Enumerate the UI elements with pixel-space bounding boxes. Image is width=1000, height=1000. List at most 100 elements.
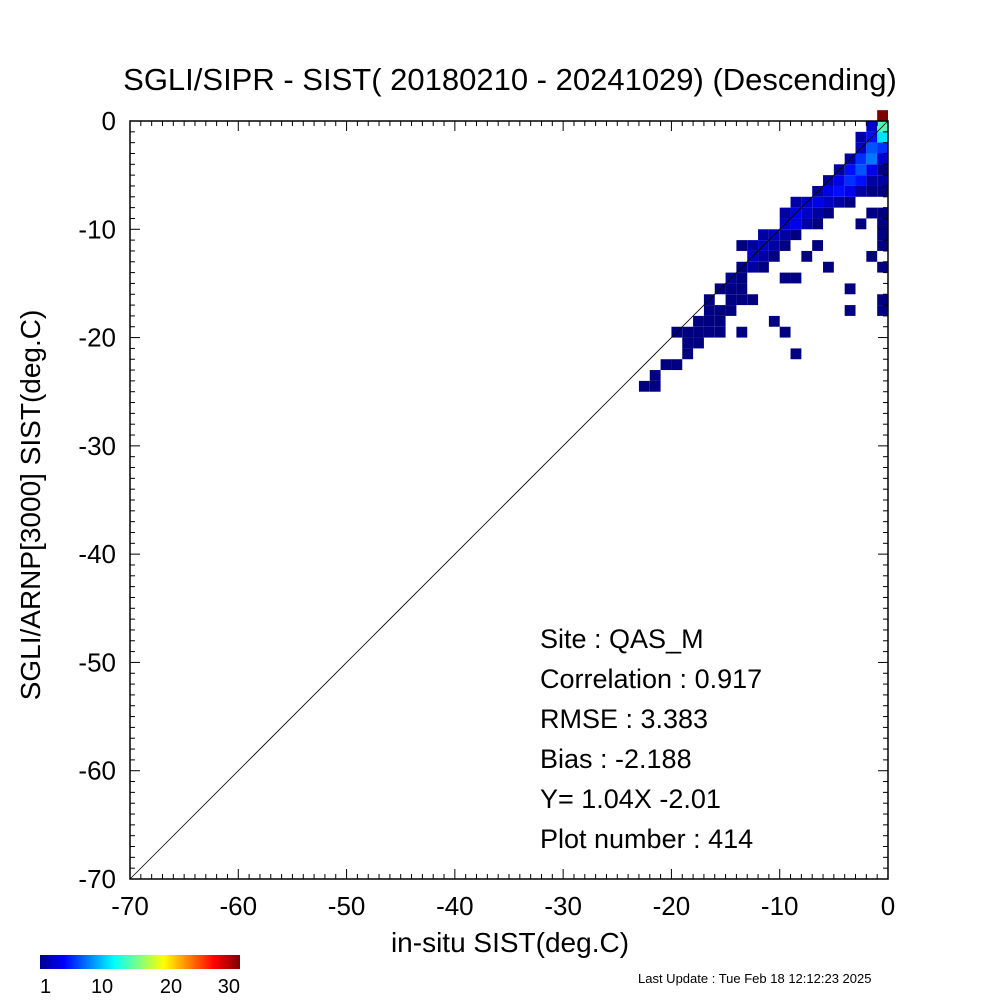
heatmap-bin bbox=[844, 305, 856, 316]
heatmap-bin bbox=[877, 229, 888, 241]
heatmap-bin bbox=[638, 380, 650, 392]
heatmap-bin bbox=[877, 131, 888, 143]
heatmap-bin bbox=[736, 294, 748, 306]
heatmap-bin bbox=[725, 305, 737, 316]
heatmap-bin bbox=[758, 261, 769, 273]
heatmap-bin bbox=[703, 326, 715, 338]
heatmap-bin bbox=[714, 305, 726, 316]
heatmap-bin bbox=[823, 196, 834, 208]
heatmap-bin bbox=[758, 229, 769, 241]
stat-correlation: Correlation : 0.917 bbox=[540, 664, 762, 694]
heatmap-bin bbox=[779, 229, 791, 241]
heatmap-bin bbox=[877, 218, 888, 230]
heatmap-bin bbox=[682, 348, 694, 360]
heatmap-bin bbox=[714, 315, 726, 327]
stat-site: Site : QAS_M bbox=[540, 624, 704, 654]
one-to-one-line bbox=[129, 120, 889, 880]
colorbar-labels: 1 10 20 30 bbox=[40, 976, 240, 998]
x-tick-label: -60 bbox=[219, 891, 257, 921]
x-axis-title: in-situ SIST(deg.C) bbox=[391, 927, 629, 958]
colorbar bbox=[40, 955, 240, 969]
heatmap-bin bbox=[877, 153, 888, 165]
heatmap-bin bbox=[725, 283, 737, 295]
heatmap-bin bbox=[660, 359, 672, 371]
heatmap-bin bbox=[714, 326, 726, 338]
heatmap-bin bbox=[877, 175, 888, 186]
colorbar-tick-label: 20 bbox=[160, 976, 182, 998]
heatmap-bin bbox=[801, 218, 813, 230]
heatmap-bin bbox=[877, 240, 888, 251]
colorbar-tick-label: 1 bbox=[40, 976, 51, 998]
heatmap-bin bbox=[844, 164, 856, 176]
colorbar-tick-label: 10 bbox=[91, 976, 113, 998]
heatmap-bin bbox=[693, 326, 704, 338]
y-tick-label: 0 bbox=[102, 106, 116, 136]
axis-ticks bbox=[129, 120, 889, 880]
last-update-text: Last Update : Tue Feb 18 12:12:23 2025 bbox=[638, 971, 871, 986]
heatmap-bin bbox=[790, 229, 802, 241]
heatmap-bin bbox=[877, 110, 888, 121]
heatmap-bin bbox=[812, 196, 824, 208]
heatmap-bin bbox=[877, 261, 888, 273]
heatmap-bin bbox=[725, 294, 737, 306]
heatmap-bin bbox=[877, 294, 888, 306]
x-tick-label: -70 bbox=[111, 891, 149, 921]
y-tick-label: -30 bbox=[78, 431, 116, 461]
heatmap-bin bbox=[823, 207, 834, 219]
heatmap-bin bbox=[866, 121, 878, 132]
heatmap-bin bbox=[823, 185, 834, 197]
heatmap-bin bbox=[844, 196, 856, 208]
heatmap-bin bbox=[855, 153, 867, 165]
heatmap-bin bbox=[758, 250, 769, 262]
heatmap-bin bbox=[833, 175, 845, 186]
heatmap-bin bbox=[866, 142, 878, 154]
heatmap-bin bbox=[703, 305, 715, 316]
heatmap-bin bbox=[877, 207, 888, 219]
heatmap-bin bbox=[747, 261, 759, 273]
heatmap-bin bbox=[779, 326, 791, 338]
heatmap-bin bbox=[844, 185, 856, 197]
heatmap-bin bbox=[649, 380, 661, 392]
stat-rmse: RMSE : 3.383 bbox=[540, 704, 708, 734]
heatmap-bin bbox=[812, 207, 824, 219]
heatmap-bin bbox=[649, 370, 661, 381]
y-axis-title: SGLI/ARNP[3000] SIST(deg.C) bbox=[15, 310, 46, 701]
y-tick-label: -40 bbox=[78, 539, 116, 569]
y-tick-label: -10 bbox=[78, 214, 116, 244]
heatmap-bin bbox=[866, 250, 878, 262]
heatmap-bin bbox=[790, 196, 802, 208]
heatmap-bin bbox=[833, 196, 845, 208]
heatmap-bin bbox=[866, 164, 878, 176]
stats-box: Site : QAS_M Correlation : 0.917 RMSE : … bbox=[540, 624, 762, 854]
x-tick-label: -50 bbox=[328, 891, 366, 921]
y-tick-label: -60 bbox=[78, 756, 116, 786]
heatmap-bin bbox=[779, 272, 791, 284]
heatmap-bin bbox=[736, 283, 748, 295]
heatmap-bin bbox=[855, 131, 867, 143]
heatmap-bin bbox=[855, 185, 867, 197]
heatmap-bin bbox=[693, 315, 704, 327]
x-tick-label: 0 bbox=[881, 891, 895, 921]
heatmap-bin bbox=[812, 218, 824, 230]
heatmap-bin bbox=[866, 207, 878, 219]
heatmap-bin bbox=[877, 185, 888, 197]
heatmap-bin bbox=[768, 240, 780, 251]
heatmap-bin bbox=[736, 272, 748, 284]
heatmap-bin bbox=[877, 305, 888, 316]
y-tick-label: -20 bbox=[78, 323, 116, 353]
heatmap-bin bbox=[801, 207, 813, 219]
heatmap-bin bbox=[768, 315, 780, 327]
heatmap-bin bbox=[671, 359, 683, 371]
x-tick-label: -30 bbox=[544, 891, 582, 921]
heatmap-bin bbox=[844, 283, 856, 295]
heatmap-bin bbox=[736, 240, 748, 251]
heatmap-bin bbox=[693, 337, 704, 349]
y-tick-label: -50 bbox=[78, 647, 116, 677]
heatmap-bin bbox=[703, 315, 715, 327]
chart-title: SGLI/SIPR - SIST( 20180210 - 20241029) (… bbox=[123, 62, 897, 97]
stat-regression: Y= 1.04X -2.01 bbox=[540, 784, 721, 814]
heatmap-bin bbox=[790, 218, 802, 230]
heatmap-bin bbox=[682, 337, 694, 349]
stat-plot-number: Plot number : 414 bbox=[540, 824, 753, 854]
